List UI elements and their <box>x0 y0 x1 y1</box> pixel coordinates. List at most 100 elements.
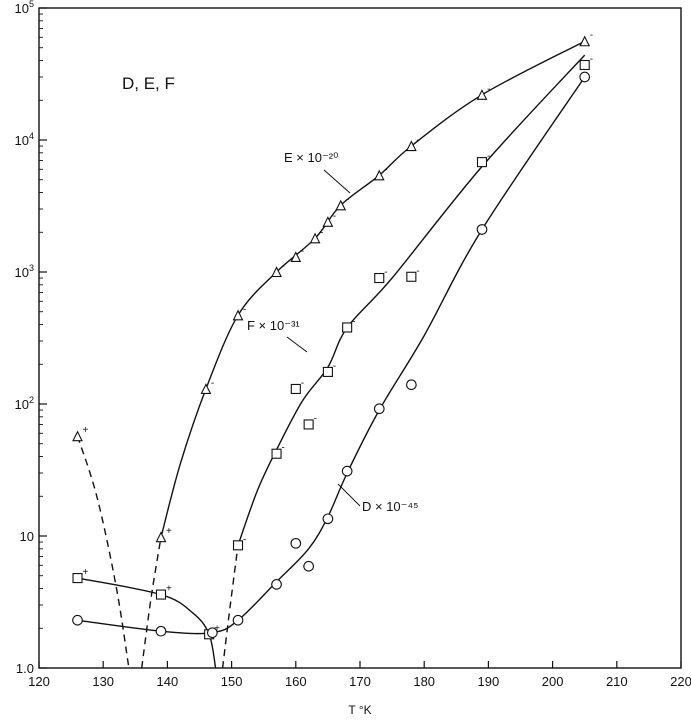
sign-label: + <box>214 623 220 634</box>
sign-label: - <box>301 378 304 389</box>
x-tick-label: 160 <box>285 674 307 689</box>
sign-label: - <box>333 361 336 372</box>
series-f-point <box>579 59 590 71</box>
sign-label: - <box>384 164 387 175</box>
series-e-point <box>271 266 282 278</box>
chart-title: D, E, F <box>122 74 175 93</box>
series-label-e: E × 10⁻²⁰ <box>284 150 338 165</box>
sign-label: - <box>301 246 304 257</box>
series-e-point <box>290 251 302 263</box>
y-tick-label: 10 <box>20 529 34 544</box>
series-e-point <box>373 169 385 181</box>
curve-e-solid <box>160 40 586 538</box>
x-tick-label: 150 <box>221 674 243 689</box>
series-f-point <box>303 419 314 430</box>
sign-label: - <box>590 30 593 41</box>
series-e-point <box>232 309 244 321</box>
series-f-point <box>232 540 244 551</box>
series-e-point <box>579 35 591 47</box>
curve-e-dashed-left <box>76 435 130 669</box>
series-d-point <box>341 465 353 477</box>
y-tick-label: 1.0 <box>16 661 34 676</box>
series-label-f: F × 10⁻³¹ <box>247 318 300 333</box>
sign-label: - <box>282 443 285 454</box>
sign-label: + <box>166 526 172 537</box>
sign-label: - <box>314 413 317 424</box>
sign-label: - <box>590 54 593 65</box>
label-pointers <box>286 169 361 507</box>
curve-f-solid-left <box>77 577 217 669</box>
x-axis: 120 130 140 150 160 170 180 190 200 210 220 <box>28 661 691 689</box>
x-tick-label: 140 <box>157 674 179 689</box>
sign-label: + <box>83 425 89 436</box>
series-d-point <box>232 614 244 626</box>
y-axis: 1.0 10 102 103 104 105 <box>15 0 47 676</box>
series-d-point <box>579 71 591 83</box>
sign-label: - <box>320 227 323 238</box>
series-f-point <box>406 271 417 282</box>
series-d-point <box>303 560 314 572</box>
series-f-point <box>322 366 333 377</box>
series-e-point <box>200 383 212 395</box>
sign-label: - <box>487 84 490 95</box>
curve-f-solid-right <box>237 54 586 546</box>
x-tick-label: 210 <box>606 674 628 689</box>
markers: ++-----------+++------- --- <box>72 30 593 640</box>
sign-label: - <box>487 151 490 162</box>
series-label-d: D × 10⁻⁴⁵ <box>362 499 419 514</box>
y-tick-label: 104 <box>15 131 34 148</box>
x-tick-label: 220 <box>670 674 691 689</box>
x-tick-label: 120 <box>28 674 50 689</box>
sign-label: - <box>333 211 336 222</box>
sign-label: - <box>416 135 419 146</box>
sign-label: - <box>243 304 246 315</box>
pointer-f <box>286 336 308 353</box>
series-e-point <box>155 531 167 543</box>
y-tick-label: 102 <box>15 395 34 412</box>
x-tick-label: 180 <box>413 674 435 689</box>
series-e-point <box>72 430 83 442</box>
y-tick-label: 103 <box>15 263 34 280</box>
sign-label: - <box>346 194 349 205</box>
sign-label: - <box>211 378 214 389</box>
sign-label: - <box>416 266 419 277</box>
series-d-point <box>373 403 385 415</box>
sign-label: - <box>352 316 355 327</box>
series-e-point <box>309 232 321 244</box>
series-d-point <box>155 625 167 637</box>
series-d-point <box>290 537 302 549</box>
sign-label: + <box>83 567 89 578</box>
sign-label: + <box>166 584 172 595</box>
series-f-point <box>342 322 353 333</box>
sign-label: - <box>384 267 387 278</box>
series-d-point <box>406 379 417 391</box>
series-f-point <box>476 157 488 168</box>
series-f-point <box>271 448 282 459</box>
series-f-point <box>72 573 83 584</box>
series-f-point <box>290 383 301 395</box>
series-labels: E × 10⁻²⁰ F × 10⁻³¹ D × 10⁻⁴⁵ <box>247 150 419 514</box>
curve-f-dashed <box>221 545 239 669</box>
series-f-point <box>155 589 167 600</box>
plot-frame <box>38 7 682 669</box>
series-d-point <box>322 513 334 525</box>
x-tick-label: 190 <box>478 674 500 689</box>
sign-label: - <box>282 261 285 272</box>
series-d-point <box>206 627 218 639</box>
sign-label: - <box>243 534 246 545</box>
x-tick-label: 130 <box>92 674 114 689</box>
series-e-point <box>335 199 347 211</box>
series-e-point <box>405 140 417 152</box>
pointer-e <box>323 169 351 194</box>
y-tick-label: 105 <box>15 0 34 16</box>
curves <box>76 40 586 669</box>
series-e-point <box>476 89 488 100</box>
series-d-point <box>476 224 488 235</box>
x-axis-label: T °K <box>348 703 371 717</box>
x-tick-label: 200 <box>542 674 564 689</box>
curve-e-dashed-right <box>141 537 162 669</box>
series-d-point <box>271 579 282 590</box>
series-e-point <box>322 216 334 227</box>
x-tick-label: 170 <box>349 674 371 689</box>
